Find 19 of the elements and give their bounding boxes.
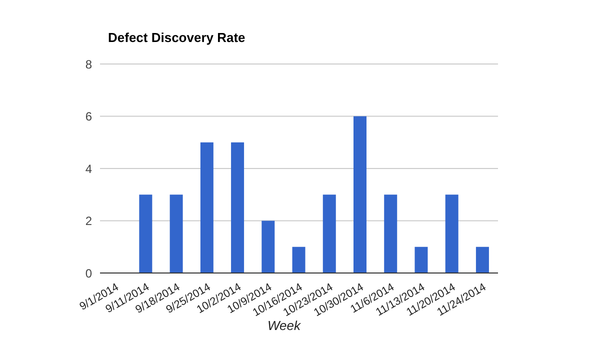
y-tick-label: 6 [85,110,92,124]
bar [200,142,214,273]
y-tick-label: 2 [85,214,92,228]
bar [414,246,428,273]
x-axis-title: Week [266,318,302,333]
bar [384,194,398,273]
bar [292,246,306,273]
y-tick-label: 8 [85,57,92,72]
chart-title: Defect Discovery Rate [108,30,246,45]
bar [170,194,183,273]
y-tick-label: 0 [85,266,92,280]
bar [445,194,458,273]
bar [476,246,489,273]
bar [353,116,366,273]
bar [262,220,275,273]
bar [231,142,244,273]
bar [322,194,336,273]
y-tick-label: 4 [85,162,92,176]
bar [139,194,152,273]
